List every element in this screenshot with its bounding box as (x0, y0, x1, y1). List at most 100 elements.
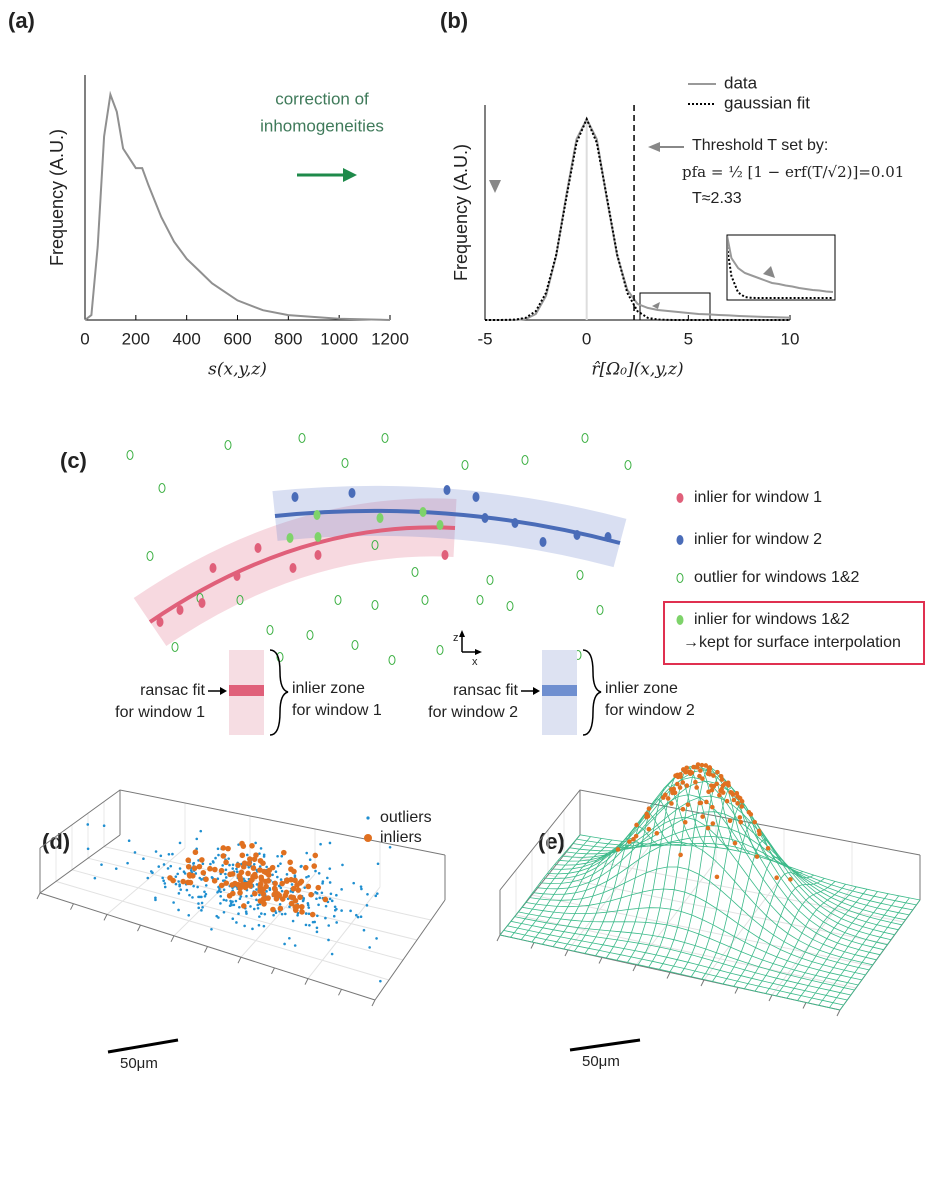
outlier-point (247, 866, 251, 869)
outlier-point (255, 898, 258, 902)
inlier-point (257, 857, 264, 864)
key-label: for window 1 (292, 702, 382, 719)
outlier-point (163, 885, 167, 889)
legend-marker (676, 493, 684, 503)
mesh-line (669, 774, 751, 972)
mesh-line (536, 816, 877, 961)
key-label: ransac fit (453, 682, 518, 699)
inlier-point (441, 550, 449, 560)
inlier-point (292, 907, 299, 913)
inlier-point (348, 488, 356, 498)
mesh-line (839, 899, 921, 1011)
x-tick-label: 1200 (371, 329, 409, 348)
outlier-point (276, 875, 279, 879)
inlier-point (265, 895, 271, 901)
tick (371, 999, 376, 1007)
outlier-point (162, 879, 165, 883)
outlier-point (235, 921, 238, 924)
inlier-point (185, 857, 192, 864)
inlier-point (697, 800, 703, 806)
inlier-point (211, 877, 218, 884)
annotation: inhomogeneities (260, 116, 384, 135)
outlier-point (225, 899, 228, 902)
inlier-point (322, 896, 329, 903)
outlier-point (199, 829, 203, 833)
outlier-point (376, 892, 379, 895)
inlier-point (705, 771, 711, 777)
outlier-point (301, 899, 305, 903)
outlier-point (486, 575, 494, 585)
outlier-point (365, 904, 369, 907)
inlier-point (312, 852, 319, 859)
x-axis-label: s(x,y,z) (208, 360, 267, 380)
outlier-point (289, 890, 293, 893)
outlier-point (235, 867, 238, 871)
inlier-point (240, 843, 247, 849)
brace (582, 649, 602, 736)
outlier-point (224, 868, 228, 872)
outlier-point (255, 888, 258, 891)
outlier-point (268, 886, 271, 890)
inlier-point (707, 766, 713, 772)
inlier-point (645, 814, 651, 819)
outlier-point (280, 889, 284, 893)
mesh-line (531, 839, 613, 943)
x-tick-label: 400 (172, 329, 200, 348)
outlier-point (195, 837, 199, 841)
outlier-point (283, 942, 286, 946)
key-label: for window 1 (115, 704, 205, 721)
outlier-point (229, 899, 232, 903)
inlier-point (289, 563, 297, 573)
inlier-point (314, 532, 322, 542)
outlier-point (174, 875, 178, 878)
inlier-point (225, 845, 231, 852)
inlier-point (191, 865, 198, 871)
inlier-point (746, 809, 752, 815)
outlier-point (315, 930, 319, 934)
inlier-point (261, 868, 267, 875)
outlier-point (314, 869, 317, 873)
annotation: correction of (275, 89, 369, 108)
panel-label: (c) (60, 448, 87, 473)
inlier-point (700, 776, 705, 781)
inlier-point (472, 492, 480, 502)
outlier-point (200, 901, 204, 905)
outlier-point (197, 906, 201, 910)
outlier-point (227, 857, 230, 860)
legend-label: gaussian fit (724, 93, 810, 112)
box-edge (39, 834, 121, 894)
outlier-point (235, 870, 239, 874)
outlier-point (318, 896, 322, 900)
x-tick-label: 600 (223, 329, 251, 348)
outlier-point (177, 908, 180, 912)
outlier-point (304, 923, 308, 927)
scale-bar (569, 1038, 641, 1052)
outlier-point (315, 926, 319, 930)
inlier-point (682, 819, 688, 825)
outlier-point (521, 455, 529, 465)
inlier-point (180, 878, 186, 885)
inlier-point (737, 815, 743, 820)
inlier-point (295, 887, 302, 893)
inlier-point (699, 762, 705, 768)
inlier-point (731, 797, 737, 803)
outlier-point (326, 876, 329, 880)
inlier-point (198, 598, 206, 608)
outlier-point (581, 433, 589, 443)
outlier-point (359, 915, 363, 918)
x-tick-label: 1000 (320, 329, 358, 348)
inlier-point (683, 769, 688, 775)
outlier-point (259, 847, 263, 850)
mesh-line (775, 886, 857, 997)
outlier-point (234, 899, 238, 903)
inlier-point (192, 849, 199, 856)
inlier-point (290, 894, 297, 901)
outlier-point (254, 841, 257, 845)
outlier-point (231, 900, 234, 903)
outlier-point (324, 916, 327, 920)
tick (204, 946, 208, 953)
outlier-point (252, 907, 256, 911)
outlier-point (237, 912, 240, 916)
outlier-point (304, 912, 308, 915)
x-tick-label: 200 (122, 329, 150, 348)
